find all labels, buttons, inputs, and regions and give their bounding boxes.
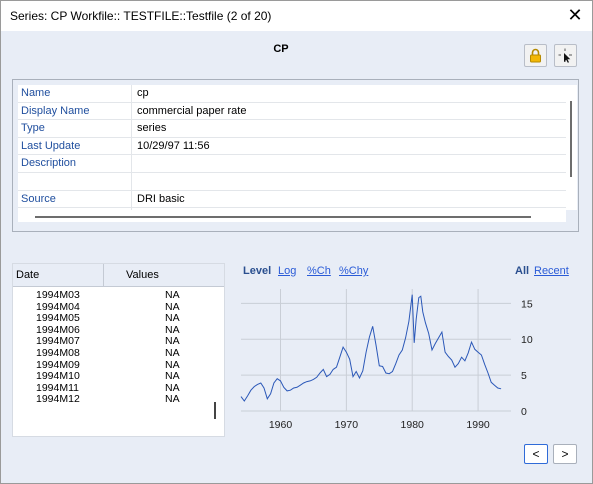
column-header-values[interactable]: Values xyxy=(126,269,159,281)
list-item-date: 1994M11 xyxy=(36,381,80,394)
list-item-value: NA xyxy=(165,300,180,313)
attribute-key: Description xyxy=(21,157,77,170)
list-item[interactable]: 1994M04 NA xyxy=(13,301,213,313)
list-item-value: NA xyxy=(165,346,180,359)
y-tick-label: 5 xyxy=(521,370,527,382)
x-tick-label: 1990 xyxy=(466,419,490,431)
attribute-value: commercial paper rate xyxy=(137,104,247,117)
list-item[interactable]: 1994M07 NA xyxy=(13,335,213,347)
window-title: Series: CP Workfile:: TESTFILE::Testfile… xyxy=(10,9,272,23)
series-line xyxy=(240,294,502,402)
attributes-panel: Name cp Display Name commercial paper rate T… xyxy=(12,79,579,232)
list-item-value: NA xyxy=(165,393,180,406)
list-item-value: NA xyxy=(165,323,180,336)
list-item-value: NA xyxy=(165,358,180,371)
list-item-date: 1994M06 xyxy=(36,323,80,336)
attribute-row[interactable]: Description xyxy=(18,155,566,173)
attribute-key: Source xyxy=(21,192,56,205)
lock-button[interactable] xyxy=(524,44,547,67)
attribute-row[interactable]: Units% per annum, NSA xyxy=(18,208,566,210)
attribute-key: Last Update xyxy=(21,139,81,152)
list-item-date: 1994M07 xyxy=(36,335,80,348)
attribute-row[interactable]: Display Name commercial paper rate xyxy=(18,102,566,121)
y-tick-label: 10 xyxy=(521,334,533,346)
values-list-scrollbar[interactable] xyxy=(214,402,216,419)
attribute-key: Name xyxy=(21,87,51,99)
attribute-row[interactable]: Type series xyxy=(18,120,566,138)
list-item[interactable]: 1994M05 NA xyxy=(13,312,213,324)
list-item-date: 1994M04 xyxy=(36,300,80,313)
list-item-value: NA xyxy=(165,289,180,301)
y-tick-label: 15 xyxy=(521,298,533,310)
attributes-vertical-scrollbar[interactable] xyxy=(566,85,577,210)
list-item-value: NA xyxy=(165,381,180,394)
pointer-select-icon xyxy=(558,48,572,63)
series-name-heading: CP xyxy=(273,43,289,55)
list-item[interactable]: 1994M11 NA xyxy=(13,382,213,394)
list-item-value: NA xyxy=(165,370,180,383)
lock-icon xyxy=(530,48,541,63)
column-header-date[interactable]: Date xyxy=(16,269,40,281)
attribute-key: Display Name xyxy=(21,104,90,117)
attribute-row[interactable] xyxy=(18,172,566,191)
x-tick-label: 1970 xyxy=(335,419,359,431)
attributes-horizontal-scrollbar[interactable] xyxy=(18,210,566,222)
list-item[interactable]: 1994M03 NA xyxy=(13,289,213,301)
y-tick-label: 0 xyxy=(521,406,527,418)
tab-pct-change-yearly[interactable]: %Chy xyxy=(339,265,369,277)
list-item[interactable]: 1994M09 NA xyxy=(13,359,213,371)
range-recent[interactable]: Recent xyxy=(534,265,569,277)
close-button[interactable]: ✕ xyxy=(567,5,583,25)
list-item[interactable]: 1994M12 NA xyxy=(13,393,213,405)
next-series-button[interactable]: > xyxy=(553,444,577,464)
list-item-date: 1994M12 xyxy=(36,393,80,406)
previous-series-button[interactable]: < xyxy=(524,444,548,464)
tab-log[interactable]: Log xyxy=(278,265,297,277)
tab-pct-change[interactable]: %Ch xyxy=(307,265,331,277)
values-list-panel: Date Values 1994M03 NA 1994M04 NA 1994M05 NA 1… xyxy=(12,263,225,437)
attribute-row[interactable]: Last Update 10/29/97 11:56 xyxy=(18,137,566,156)
range-all[interactable]: All xyxy=(515,265,530,277)
list-item-date: 1994M09 xyxy=(36,358,80,371)
values-list-header: Date Values xyxy=(13,264,224,287)
values-list-body: 1994M03 NA 1994M04 NA 1994M05 NA 1994M06 NA 1994… xyxy=(13,289,213,405)
x-tick-label: 1980 xyxy=(401,419,425,431)
x-tick-label: 1960 xyxy=(269,419,293,431)
list-item[interactable]: 1994M06 NA xyxy=(13,324,213,336)
attributes-table: Name cp Display Name commercial paper rate T… xyxy=(18,85,566,210)
list-item-date: 1994M03 xyxy=(36,289,80,301)
attribute-value: DRI basic xyxy=(137,192,185,205)
list-item[interactable]: 1994M10 NA xyxy=(13,370,213,382)
attribute-value: series xyxy=(137,122,167,135)
title-bar: Series: CP Workfile:: TESTFILE::Testfile… xyxy=(1,1,592,31)
attribute-value: cp xyxy=(137,87,149,99)
select-pointer-button[interactable] xyxy=(554,44,577,67)
series-line-chart: 1960 1970 1980 1990 0 5 10 15 xyxy=(240,289,533,431)
list-item[interactable]: 1994M08 NA xyxy=(13,347,213,359)
attribute-key: Type xyxy=(21,122,45,135)
attribute-value: 10/29/97 11:56 xyxy=(137,139,210,152)
list-item-value: NA xyxy=(165,335,180,348)
attribute-row[interactable]: Source DRI basic xyxy=(18,190,566,209)
list-item-value: NA xyxy=(165,312,180,325)
attribute-row[interactable]: Name cp xyxy=(18,85,566,103)
list-item-date: 1994M05 xyxy=(36,312,80,325)
tab-level[interactable]: Level xyxy=(243,265,272,277)
list-item-date: 1994M08 xyxy=(36,346,80,359)
list-item-date: 1994M10 xyxy=(36,370,80,383)
